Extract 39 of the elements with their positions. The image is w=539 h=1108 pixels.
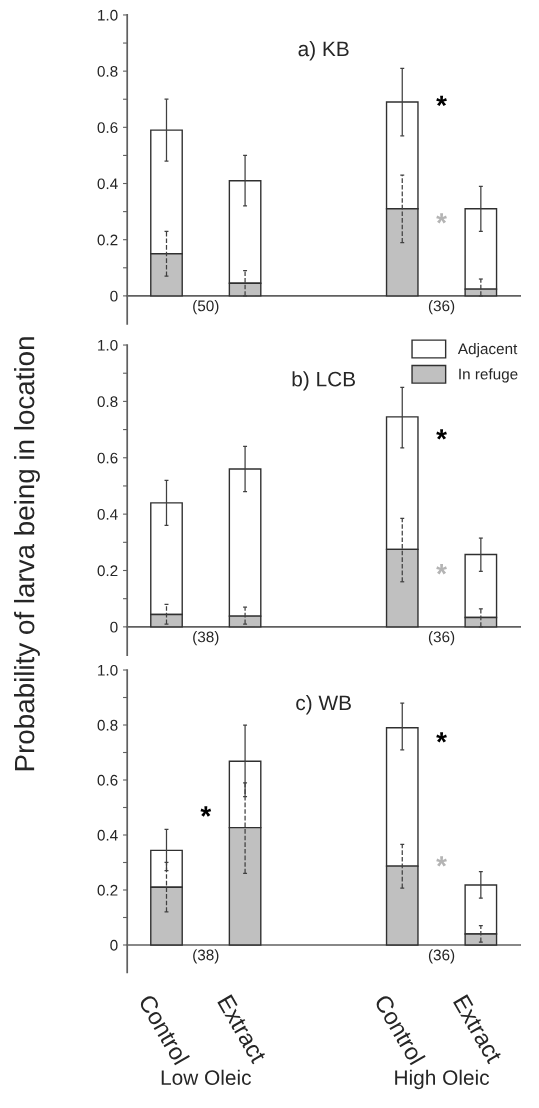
annotation: (38): [193, 631, 219, 646]
annotation: (36): [428, 949, 455, 964]
annotation: (38): [193, 949, 219, 964]
text: c) WB: [296, 694, 351, 715]
annotation: (36): [428, 300, 455, 315]
legend-label: Adjacent: [457, 343, 518, 358]
text: b) LCB: [292, 371, 355, 391]
y-tick-label: 1.0: [98, 339, 118, 351]
y-tick-label: 0.4: [97, 178, 118, 190]
y-tick-label: 0.2: [97, 565, 118, 577]
y-tick-label: 0.6: [97, 452, 118, 464]
annotation: *: [436, 213, 447, 224]
annotation: *: [436, 732, 447, 743]
text: High Oleic: [395, 1069, 490, 1090]
annotation: (36): [428, 631, 455, 646]
y-tick-label: 0: [110, 290, 118, 302]
y-tick-label: 1.0: [98, 9, 118, 21]
y-tick-label: 0.2: [97, 884, 118, 896]
y-tick-label: 0.4: [97, 829, 118, 841]
annotation: (50): [193, 300, 219, 315]
annotation: *: [436, 95, 447, 107]
y-axis-title: Probability of larva being in location: [14, 337, 40, 771]
annotation: *: [200, 806, 212, 817]
text: Low Oleic: [161, 1069, 251, 1086]
y-tick-label: 0.8: [97, 719, 118, 731]
y-tick-label: 0.6: [97, 774, 118, 786]
y-tick-label: 0: [110, 621, 118, 633]
y-tick-label: 0.8: [97, 396, 118, 408]
legend-label: In refuge: [459, 368, 518, 383]
annotation: *: [436, 856, 447, 867]
y-tick-label: 1.0: [98, 664, 118, 676]
annotation: *: [436, 564, 447, 575]
y-tick-label: 0.2: [97, 234, 118, 246]
y-tick-label: 0.4: [97, 509, 118, 520]
y-tick-label: 0: [110, 939, 118, 951]
annotation: *: [436, 429, 447, 440]
y-tick-label: 0.6: [97, 122, 118, 134]
text: a) KB: [298, 40, 349, 61]
y-tick-label: 0.8: [97, 66, 118, 77]
